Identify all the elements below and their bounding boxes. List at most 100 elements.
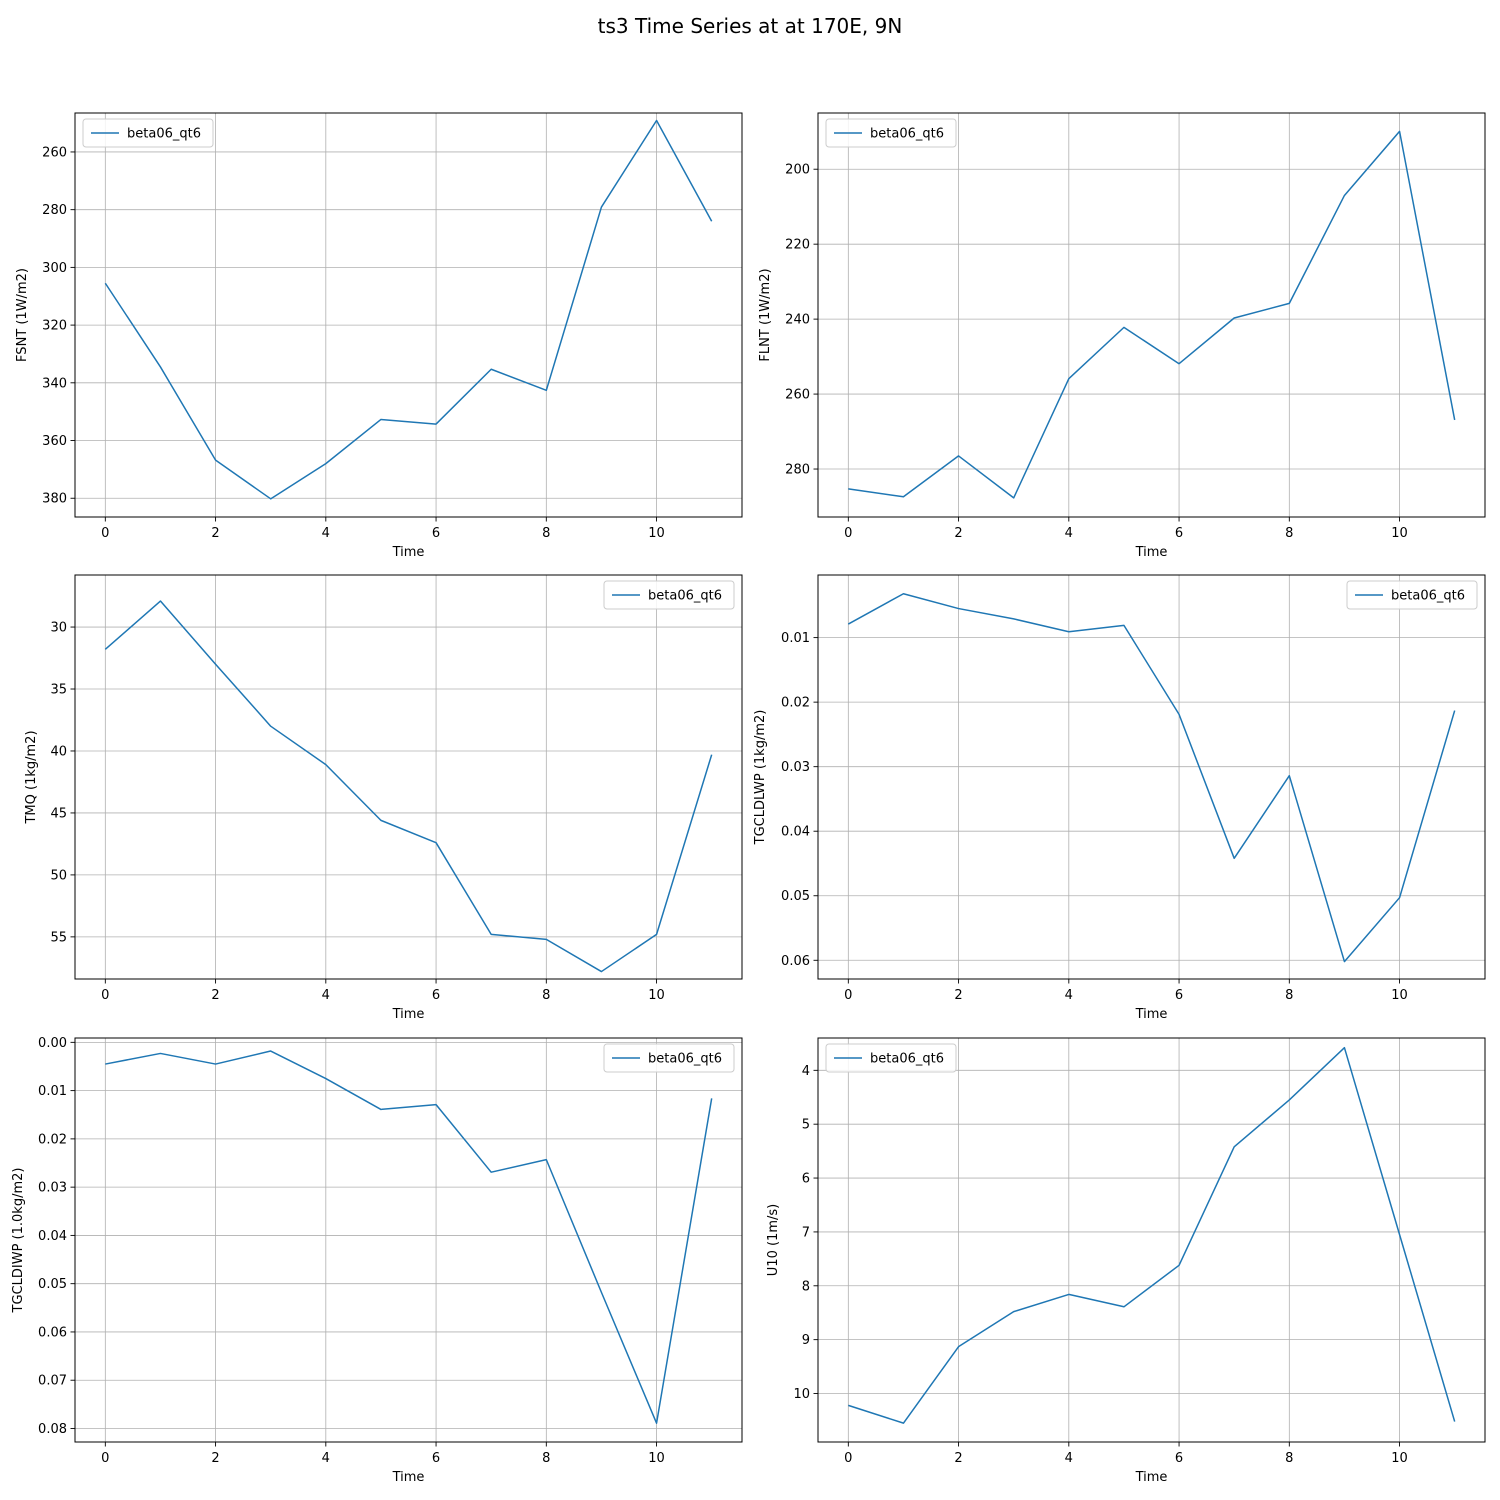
x-tick-label: 4 [322,1451,330,1466]
x-tick-label: 6 [1175,988,1183,1003]
x-axis-label: Time [392,1470,425,1485]
x-tick-label: 10 [1391,1451,1408,1466]
x-tick-label: 10 [1391,988,1408,1003]
y-tick-label: 0.01 [38,1084,67,1099]
x-tick-label: 4 [322,988,330,1003]
legend-label: beta06_qt6 [648,1052,722,1067]
y-tick-label: 280 [42,203,67,218]
y-tick-label: 0.00 [38,1036,67,1051]
x-tick-label: 8 [1285,988,1293,1003]
legend-label: beta06_qt6 [870,127,944,142]
axes-frame [817,1037,1486,1443]
y-tick-label: 30 [50,621,67,636]
x-tick-label: 6 [1175,526,1183,541]
y-tick-label: 0.03 [38,1181,67,1196]
x-tick-label: 4 [322,526,330,541]
y-tick-label: 45 [50,806,67,821]
x-tick-label: 2 [954,526,962,541]
figure-title: ts3 Time Series at at 170E, 9N [597,14,903,38]
y-tick-label: 240 [785,313,810,328]
y-tick-label: 40 [50,744,67,759]
y-tick-label: 220 [785,238,810,253]
x-tick-label: 10 [1391,526,1408,541]
x-tick-label: 2 [211,1451,219,1466]
legend-label: beta06_qt6 [1391,589,1465,604]
legend: beta06_qt6 [825,1043,957,1073]
y-axis-label: FLNT (1W/m2) [758,268,773,361]
y-tick-label: 380 [42,492,67,507]
x-tick-label: 0 [844,526,852,541]
x-axis-label: Time [1135,545,1168,560]
series-line [848,130,1456,499]
legend-box [825,1043,957,1073]
axes-frame [74,112,743,518]
series-line [848,1046,1456,1424]
legend: beta06_qt6 [825,118,957,148]
y-axis-label: TGCLDLWP (1kg/m2) [753,710,768,846]
subplot-flnt: 0 2 4 6 8 10 200 220 240 260 280 Time FLNT (1W/m2) be… [758,112,1486,560]
y-axis-label: FSNT (1W/m2) [15,268,30,362]
x-tick-label: 0 [101,988,109,1003]
y-tick-label: 280 [785,463,810,478]
x-tick-label: 8 [542,526,550,541]
y-tick-label: 0.04 [38,1229,67,1244]
subplot-u10: 0 2 4 6 8 10 4 5 6 7 8 9 10 Time U10 (1m/s) beta06_qt6 [766,1037,1486,1485]
y-tick-label: 260 [42,145,67,160]
legend-label: beta06_qt6 [648,589,722,604]
legend-box [825,118,957,148]
y-tick-label: 340 [42,376,67,391]
y-axis-label: TMQ (1kg/m2) [24,730,39,824]
x-tick-label: 2 [211,526,219,541]
x-tick-label: 6 [432,526,440,541]
axes-frame [74,1037,743,1443]
y-tick-label: 8 [802,1279,810,1294]
x-tick-label: 8 [1285,1451,1293,1466]
series-line [105,1050,713,1424]
series-line [104,600,713,973]
x-tick-label: 10 [648,1451,665,1466]
series-line [847,592,1456,963]
x-tick-label: 4 [1065,1451,1073,1466]
legend: beta06_qt6 [1346,580,1478,610]
legend: beta06_qt6 [603,1043,735,1073]
y-tick-label: 35 [50,683,67,698]
legend-box [603,1043,735,1073]
y-tick-label: 7 [802,1225,810,1240]
x-axis-label: Time [392,1007,425,1022]
axes-frame [817,574,1486,980]
x-tick-label: 0 [844,988,852,1003]
y-tick-label: 6 [802,1172,810,1187]
y-tick-label: 10 [793,1387,810,1402]
series-line [104,119,713,500]
x-tick-label: 10 [648,526,665,541]
y-tick-label: 0.05 [38,1277,67,1292]
x-tick-label: 0 [844,1451,852,1466]
x-tick-label: 0 [101,1451,109,1466]
axes-frame [74,574,743,980]
y-tick-label: 5 [802,1118,810,1133]
x-axis-label: Time [392,545,425,560]
x-tick-label: 6 [432,1451,440,1466]
y-tick-label: 260 [785,388,810,403]
y-tick-label: 200 [785,163,810,178]
x-axis-label: Time [1135,1007,1168,1022]
x-tick-label: 0 [101,526,109,541]
legend-box [1346,580,1478,610]
x-tick-label: 10 [648,988,665,1003]
y-tick-label: 50 [50,868,67,883]
subplot-tgcldiwp: 0 2 4 6 8 10 0.00 0.01 0.02 0.03 0.04 0.05 0.06 0.07 0… [11,1036,743,1485]
y-tick-label: 0.03 [781,760,810,775]
y-tick-label: 0.05 [781,889,810,904]
x-tick-label: 2 [954,1451,962,1466]
y-tick-label: 0.02 [781,696,810,711]
legend-label: beta06_qt6 [127,127,201,142]
y-tick-label: 0.04 [781,825,810,840]
subplot-tmq: 0 2 4 6 8 10 30 35 40 45 50 55 Time TMQ (1kg/m2) beta0… [24,574,743,1022]
legend-label: beta06_qt6 [870,1052,944,1067]
y-tick-label: 0.02 [38,1132,67,1147]
y-tick-label: 0.07 [38,1374,67,1389]
y-tick-label: 320 [42,319,67,334]
x-tick-label: 6 [432,988,440,1003]
x-tick-label: 4 [1065,526,1073,541]
